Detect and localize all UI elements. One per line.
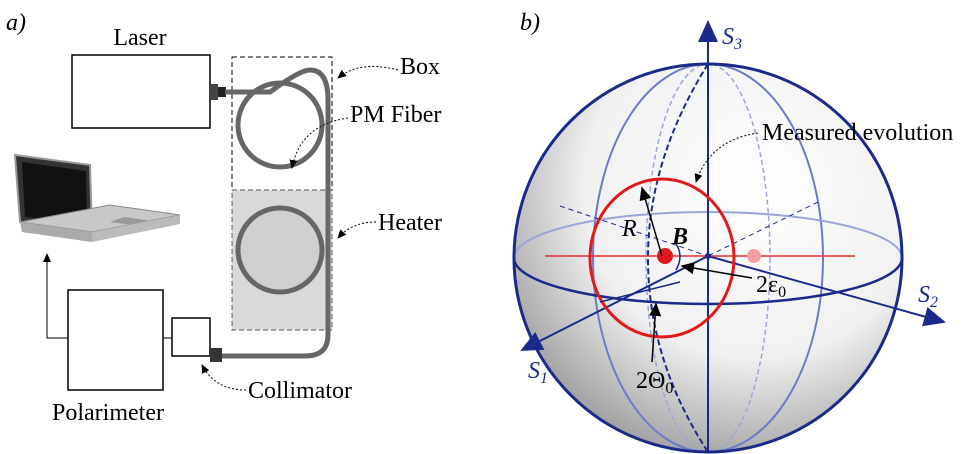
box-label: Box: [400, 54, 440, 80]
s2-main: S: [918, 282, 930, 308]
connector: [210, 348, 222, 362]
laptop: [15, 155, 180, 242]
fiber-label: PM Fiber: [350, 102, 441, 128]
collimator: [172, 318, 210, 356]
s3-sub: 3: [733, 36, 742, 53]
heater-label: Heater: [378, 210, 442, 236]
epsilon-sub: 0: [778, 284, 786, 301]
pointer: [338, 66, 398, 78]
connector: [210, 84, 218, 100]
pointer: [202, 365, 246, 390]
panel-b: b) R B 2ε0 2Θ0 Measured evolution S3 S2 …: [514, 10, 953, 452]
fiber-coil: [238, 208, 322, 292]
figure: a) Laser Box PM Fiber Heater Collimator …: [0, 0, 972, 454]
theta-main: 2Θ: [636, 368, 665, 394]
s3-main: S: [722, 24, 734, 50]
s2-sub: 2: [930, 294, 938, 311]
laser-box: [72, 55, 210, 128]
point-shadow: [747, 249, 761, 263]
polarimeter-box: [68, 290, 163, 390]
s1-main: S: [528, 358, 540, 384]
panel-label: a): [6, 10, 26, 36]
laser-label: Laser: [113, 25, 166, 51]
origin: [705, 253, 711, 259]
collimator-label: Collimator: [248, 378, 352, 404]
radius-label: R: [621, 216, 637, 242]
box: [232, 57, 332, 190]
polarimeter-label: Polarimeter: [52, 400, 164, 426]
connector: [218, 87, 226, 97]
point-b: [657, 248, 673, 264]
measured-label: Measured evolution: [762, 120, 953, 146]
point-label: B: [671, 224, 688, 250]
pointer: [338, 222, 376, 238]
panel-label: b): [520, 10, 540, 36]
fiber-coil: [238, 83, 322, 167]
panel-a: a) Laser Box PM Fiber Heater Collimator …: [6, 10, 442, 426]
s2-label: S2: [918, 282, 938, 311]
s3-label: S3: [722, 24, 742, 53]
theta-sub: 0: [665, 380, 673, 397]
epsilon-main: 2ε: [756, 272, 778, 298]
s1-sub: 1: [540, 370, 548, 387]
data-arrow: [47, 254, 68, 338]
